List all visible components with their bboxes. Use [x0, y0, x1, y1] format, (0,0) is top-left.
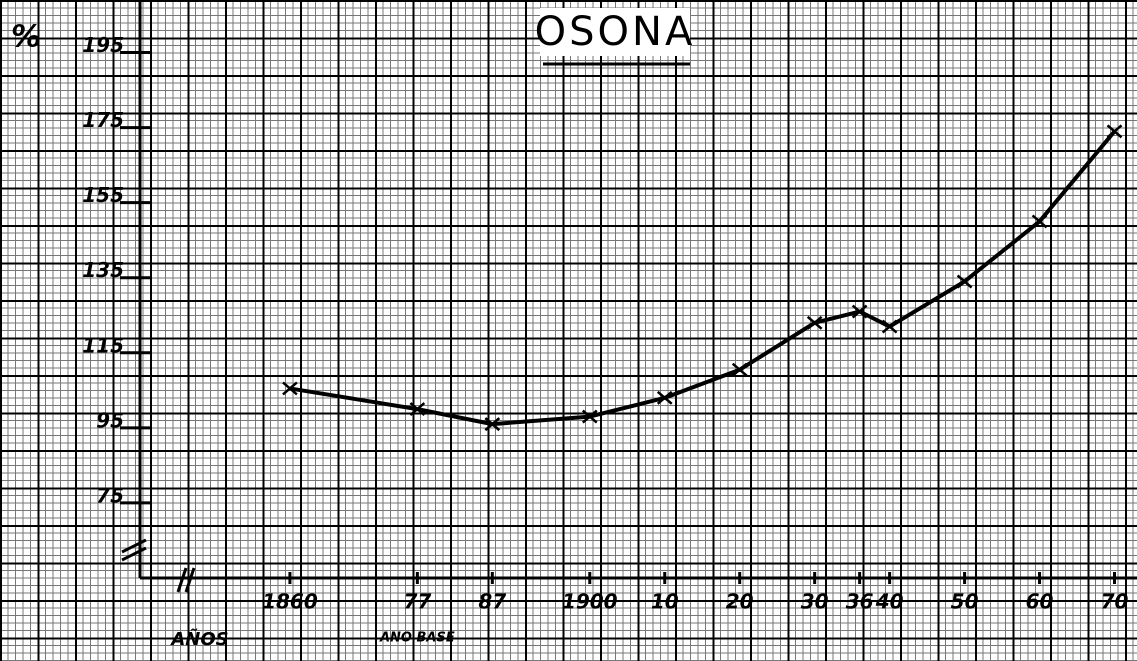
chart: OSONA % AÑOS 75 95 115 135 155 175 195 1860 77 87… — [0, 0, 1137, 661]
graph-paper: OSONA % AÑOS 75 95 115 135 155 175 195 1860 77 87… — [0, 0, 1137, 661]
axis-break — [122, 540, 194, 592]
x-tick-label: 36 — [846, 590, 874, 614]
x-tick-label: 20 — [726, 590, 754, 614]
x-tick-label: 77 — [403, 590, 431, 614]
y-tick-label: 135 — [82, 258, 124, 282]
x-tick-label: 1860 — [262, 590, 318, 614]
y-axis-label: % — [11, 20, 41, 55]
x-tick-label: 10 — [651, 590, 679, 614]
data-point — [883, 321, 897, 333]
x-tick-label: 87 — [478, 590, 506, 614]
x-tick-label: 30 — [801, 590, 829, 614]
x-tick-label: 50 — [951, 590, 979, 614]
y-tick-label: 195 — [82, 33, 124, 57]
x-tick-label: 1900 — [562, 590, 618, 614]
data-line — [290, 131, 1115, 424]
x-tick-label: 40 — [875, 590, 904, 614]
y-tick-label: 155 — [82, 183, 124, 207]
y-tick-label: 75 — [96, 483, 124, 507]
y-tick-label: 175 — [82, 108, 124, 132]
data-point — [1033, 215, 1047, 227]
x-tick-label: 70 — [1101, 590, 1129, 614]
data-point — [958, 275, 972, 287]
y-tick-label: 115 — [82, 333, 124, 357]
y-tick-label: 95 — [96, 408, 124, 432]
chart-title: OSONA — [535, 9, 696, 55]
annotation: ANO BASE — [379, 631, 455, 646]
x-tick-label: 60 — [1026, 590, 1054, 614]
x-axis-label: AÑOS — [169, 627, 228, 650]
data-point — [1108, 125, 1122, 137]
